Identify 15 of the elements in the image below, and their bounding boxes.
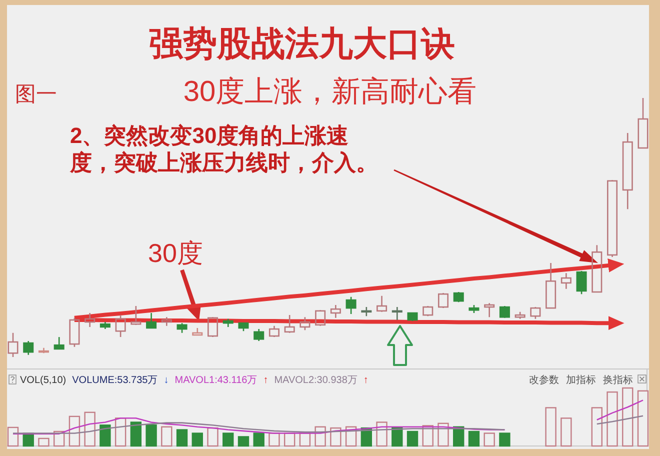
text: 改参数: [529, 374, 559, 386]
annotation: 图一: [15, 83, 57, 106]
text: ↑: [363, 375, 368, 386]
chart-subtitle: 30度上涨，新高耐心看: [183, 76, 477, 108]
text: MAVOL2:30.938万: [274, 375, 358, 386]
text: 加指标: [566, 374, 596, 386]
text: ↑: [263, 375, 268, 386]
text: VOLUME:53.735万: [72, 375, 158, 386]
annotation: 30度: [148, 238, 203, 268]
annotation: 2、突然改变30度角的上涨速度，突破上涨压力线时，介入。: [69, 123, 378, 175]
text: ↓: [164, 375, 169, 386]
chart-title: VOL(5,10): [20, 375, 66, 386]
text: 换指标: [603, 374, 633, 386]
chart-title: 强势股战法九大口诀: [149, 25, 455, 63]
text: MAVOL1:43.116万: [174, 375, 258, 386]
